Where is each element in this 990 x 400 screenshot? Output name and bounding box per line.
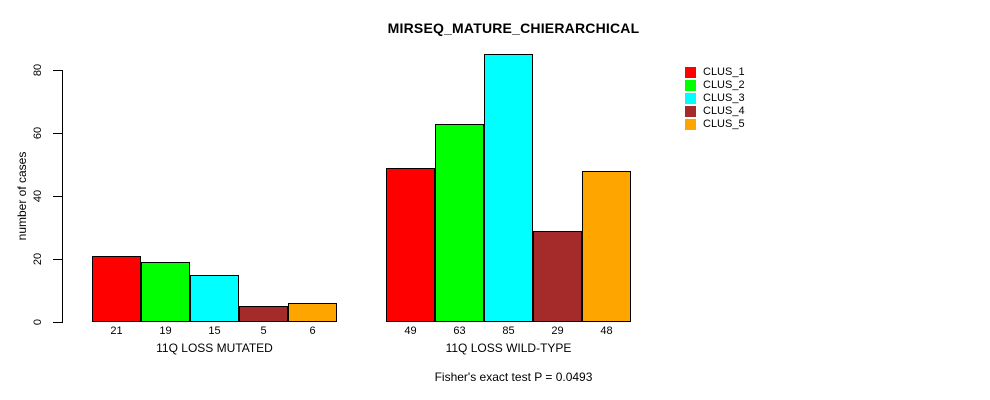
category-label: 11Q LOSS WILD-TYPE	[445, 341, 572, 355]
legend-row: CLUS_3	[685, 92, 745, 105]
bar	[484, 54, 533, 322]
bar	[92, 255, 141, 322]
legend-row: CLUS_1	[685, 66, 745, 79]
bar-value-label: 15	[208, 325, 221, 337]
y-axis-line	[62, 70, 63, 323]
y-tick	[53, 70, 62, 71]
legend-row: CLUS_5	[685, 118, 745, 131]
bar-value-label: 6	[309, 325, 316, 337]
bar-value-label: 85	[502, 325, 515, 337]
y-tick-label: 20	[32, 252, 44, 266]
bar	[141, 262, 190, 322]
legend-swatch	[685, 93, 696, 104]
legend-row: CLUS_2	[685, 79, 745, 92]
bar-value-label: 21	[110, 325, 123, 337]
bar-value-label: 63	[453, 325, 466, 337]
bar-value-label: 19	[159, 325, 172, 337]
y-tick	[53, 133, 62, 134]
legend-label: CLUS_2	[703, 79, 745, 91]
legend-label: CLUS_5	[703, 118, 745, 130]
bar	[533, 230, 582, 322]
bar	[435, 123, 484, 322]
bar-value-label: 49	[404, 325, 417, 337]
bar-value-label: 5	[260, 325, 267, 337]
bar	[582, 170, 631, 322]
y-tick	[53, 322, 62, 323]
y-tick-label: 40	[32, 189, 44, 203]
legend-label: CLUS_3	[703, 92, 745, 104]
bar	[386, 167, 435, 322]
y-tick-label: 0	[32, 318, 44, 326]
legend: CLUS_1 CLUS_2 CLUS_3 CLUS_4 CLUS_5	[685, 66, 745, 131]
legend-swatch	[685, 106, 696, 117]
legend-label: CLUS_4	[703, 105, 745, 117]
legend-row: CLUS_4	[685, 105, 745, 118]
legend-swatch	[685, 119, 696, 130]
legend-label: CLUS_1	[703, 66, 745, 78]
bar	[190, 274, 239, 322]
bar-value-label: 29	[551, 325, 564, 337]
legend-swatch	[685, 80, 696, 91]
y-axis-label: number of cases	[15, 151, 29, 241]
legend-swatch	[685, 67, 696, 78]
category-label: 11Q LOSS MUTATED	[156, 341, 273, 355]
annotation-text: Fisher's exact test P = 0.0493	[434, 370, 593, 384]
y-tick-label: 60	[32, 126, 44, 140]
y-tick	[53, 259, 62, 260]
y-tick-label: 80	[32, 63, 44, 77]
bar-value-label: 48	[600, 325, 613, 337]
bar	[239, 306, 288, 322]
bar	[288, 303, 337, 322]
y-tick	[53, 196, 62, 197]
chart-title: MIRSEQ_MATURE_CHIERARCHICAL	[387, 20, 640, 36]
